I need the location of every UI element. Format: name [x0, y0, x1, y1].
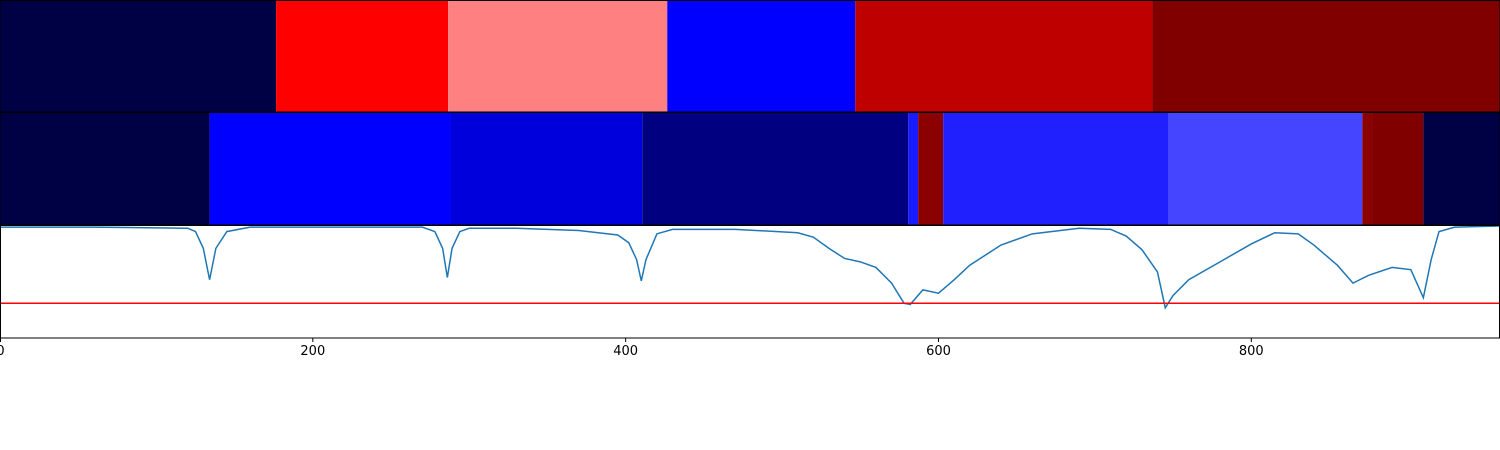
x-tick-label: 400 — [613, 344, 638, 359]
band-segment — [1168, 113, 1363, 225]
band-segment — [450, 113, 643, 225]
band-segment — [908, 113, 919, 225]
band-segment — [642, 113, 909, 225]
band-segment — [918, 113, 944, 225]
band-segment — [209, 113, 451, 225]
band-segment — [0, 113, 210, 225]
band-segment — [667, 1, 856, 112]
x-tick-label: 200 — [300, 344, 325, 359]
band-segment — [1152, 1, 1500, 112]
band-segment — [276, 1, 449, 112]
x-tick-label: 0 — [0, 344, 5, 359]
x-tick-label: 800 — [1239, 344, 1264, 359]
band-segment — [1372, 113, 1424, 225]
axes-frame — [0, 225, 1500, 339]
band-segment — [1362, 113, 1373, 225]
band-segment — [448, 1, 668, 112]
band-segment — [943, 113, 1169, 225]
x-tick-label: 600 — [926, 344, 951, 359]
band-segment — [855, 1, 1153, 112]
band-segment — [0, 1, 277, 112]
band-segment — [1423, 113, 1500, 225]
data-line — [0, 225, 1500, 310]
